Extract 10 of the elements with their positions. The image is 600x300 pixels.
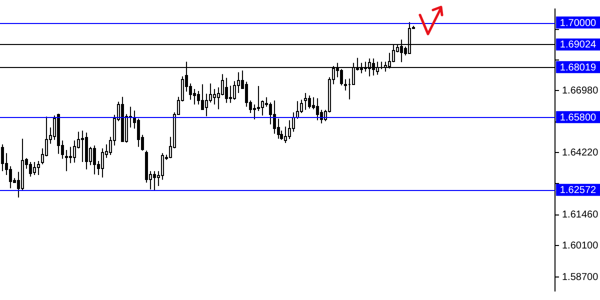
y-tick-label: 1.58700 [562, 272, 599, 283]
ref-line-label: 1.65800 [560, 112, 597, 124]
ref-line-label: 1.62572 [560, 185, 597, 196]
y-tick-label: 1.60100 [562, 240, 599, 252]
ref-line-label: 1.69024 [560, 40, 597, 51]
y-tick-label: 1.61460 [562, 210, 599, 221]
ref-line-label: 1.68019 [560, 62, 597, 74]
ref-line-label: 1.70000 [560, 18, 597, 29]
y-tick-label: 1.66980 [562, 85, 599, 96]
y-tick-label: 1.64220 [562, 147, 599, 158]
